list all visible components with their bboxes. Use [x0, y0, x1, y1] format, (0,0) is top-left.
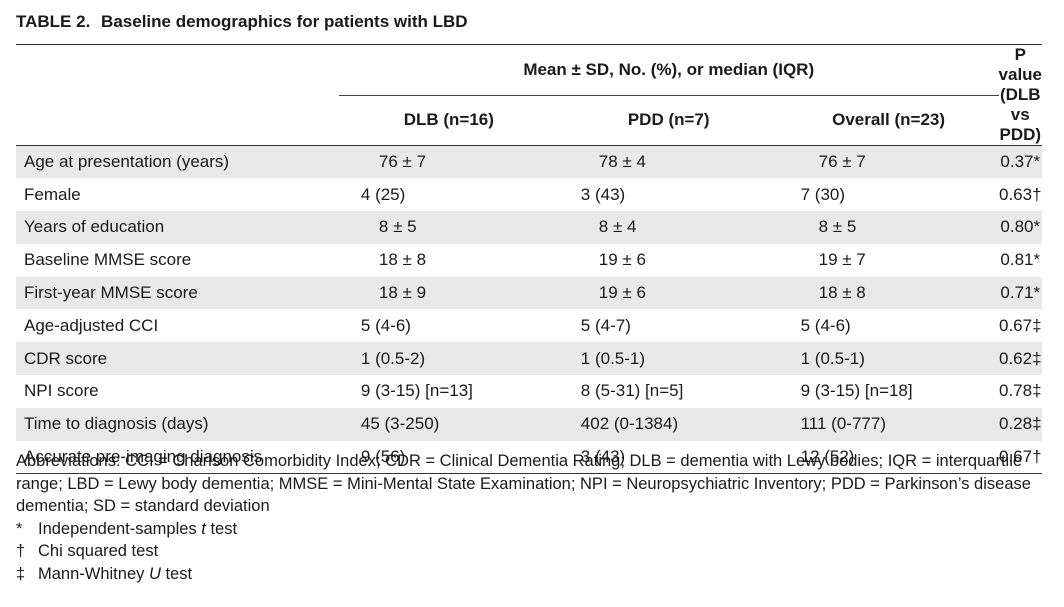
cell-dlb: 9 (3-15) [n=13]	[360, 381, 473, 401]
cell-pvalue: 0.78‡	[998, 381, 1042, 401]
row-label: Time to diagnosis (days)	[16, 407, 339, 441]
cell-pvalue: 0.81*	[1000, 250, 1041, 270]
cell-pvalue: 0.67†	[998, 440, 1042, 474]
header-col-overall: Overall (n=23)	[832, 110, 946, 130]
cell-pdd: 1 (0.5-1)	[558, 342, 779, 376]
cell-pdd: 8 ± 4	[558, 211, 779, 244]
cell-pvalue: 0.63†	[998, 184, 1042, 204]
cell-dlb: 76 ± 7	[338, 145, 559, 179]
cell-pdd: 5 (4-7)	[580, 315, 631, 335]
header-blank-2	[16, 95, 339, 146]
table-row: Baseline MMSE score 18 ± 8 19 ± 6 19 ± 7 0.8…	[16, 244, 1042, 277]
table-row: Time to diagnosis (days) 45 (3-250) 402 (0…	[16, 407, 1042, 441]
cell-pdd: 402 (0-1384)	[558, 407, 779, 441]
table-label: TABLE 2.	[16, 12, 91, 31]
row-label: Age-adjusted CCI	[24, 315, 159, 335]
cell-overall: 9 (3-15) [n=18]	[800, 381, 913, 401]
row-label: First-year MMSE score	[16, 276, 339, 310]
row-label: Accurate pre-imaging diagnosis	[16, 440, 339, 474]
table-row: Age-adjusted CCI 5 (4-6) 5 (4-7) 5 (4-6) 0.6…	[16, 309, 1042, 342]
cell-dlb: 45 (3-250)	[338, 407, 559, 441]
cell-pvalue: 0.28‡	[998, 407, 1042, 441]
table-caption: TABLE 2. Baseline demographics for patie…	[16, 12, 468, 32]
row-label: Female	[24, 184, 81, 204]
cell-dlb: 5 (4-6)	[360, 315, 411, 335]
footnote-text: Chi squared test	[38, 542, 159, 560]
table-row: CDR score 1 (0.5-2) 1 (0.5-1) 1 (0.5-1) 0.62…	[16, 342, 1042, 376]
cell-pvalue: 0.80*	[998, 211, 1042, 244]
cell-overall: 5 (4-6)	[800, 315, 851, 335]
footnote-text-end: test	[160, 564, 193, 583]
footnote-symbol: ‡	[16, 564, 26, 583]
footnote: † Chi squared test	[16, 540, 1046, 563]
table-notes: Abbreviations: CCI = Charlson Comorbidit…	[16, 450, 1046, 585]
cell-dlb: 1 (0.5-2)	[338, 342, 559, 376]
footnote-italic: t	[201, 519, 206, 538]
cell-overall: 76 ± 7	[778, 145, 999, 179]
cell-dlb: 4 (25)	[360, 184, 406, 204]
table-row: Female 4 (25) 3 (43) 7 (30) 0.63†	[16, 178, 1042, 211]
footnote-symbol: *	[16, 519, 23, 538]
cell-dlb: 8 ± 5	[338, 211, 559, 244]
footnote-symbol: †	[16, 542, 26, 560]
footnote-text-end: test	[205, 519, 238, 538]
footnote-text: Mann-Whitney	[38, 564, 149, 583]
table-row: Accurate pre-imaging diagnosis 9 (56) 3 (4…	[16, 440, 1042, 474]
cell-pvalue: 0.67‡	[998, 315, 1042, 335]
header-col-dlb: DLB (n=16)	[403, 110, 494, 130]
cell-dlb: 18 ± 8	[378, 250, 427, 270]
footnotes: * Independent-samples t test † Chi squared …	[16, 518, 1046, 586]
abbreviations: Abbreviations: CCI = Charlson Comorbidit…	[16, 452, 1031, 515]
cell-pdd: 19 ± 6	[558, 276, 779, 310]
cell-pdd: 8 (5-31) [n=5]	[580, 381, 684, 401]
header-col-pdd: PDD (n=7)	[627, 110, 710, 130]
cell-dlb: 18 ± 9	[338, 276, 559, 310]
row-label: NPI score	[24, 381, 99, 401]
header-blank	[16, 45, 339, 96]
cell-overall: 19 ± 7	[818, 250, 866, 270]
cell-overall: 1 (0.5-1)	[778, 342, 999, 376]
footnote: ‡ Mann-Whitney U test	[16, 563, 1046, 586]
table-row: NPI score 9 (3-15) [n=13] 8 (5-31) [n=5] 9 …	[16, 375, 1042, 408]
cell-pvalue: 0.71*	[998, 276, 1042, 310]
row-label: CDR score	[16, 342, 339, 376]
row-label: Age at presentation (years)	[16, 145, 339, 179]
row-label: Baseline MMSE score	[24, 250, 192, 270]
row-label: Years of education	[16, 211, 339, 244]
demographics-table: Mean ± SD, No. (%), or median (IQR) P va…	[16, 44, 1042, 474]
cell-pdd: 19 ± 6	[598, 250, 646, 270]
cell-pdd: 3 (43)	[580, 184, 626, 204]
table-title: Baseline demographics for patients with …	[101, 12, 468, 31]
cell-pvalue: 0.62‡	[998, 342, 1042, 376]
cell-overall: 7 (30)	[800, 184, 846, 204]
header-pvalue: P value (DLB vs PDD)	[998, 45, 1043, 144]
footnote: * Independent-samples t test	[16, 518, 1046, 541]
cell-pdd: 78 ± 4	[558, 145, 779, 179]
cell-pdd: 3 (43)	[558, 440, 779, 474]
footnote-text: Independent-samples	[38, 519, 202, 538]
cell-overall: 18 ± 8	[778, 276, 999, 310]
cell-dlb: 9 (56)	[338, 440, 559, 474]
cell-overall: 12 (52)	[778, 440, 999, 474]
header-group: Mean ± SD, No. (%), or median (IQR)	[338, 44, 999, 96]
cell-overall: 8 ± 5	[778, 211, 999, 244]
footnote-italic: U	[148, 564, 161, 583]
cell-pvalue: 0.37*	[998, 145, 1042, 179]
cell-overall: 111 (0-777)	[778, 407, 999, 441]
